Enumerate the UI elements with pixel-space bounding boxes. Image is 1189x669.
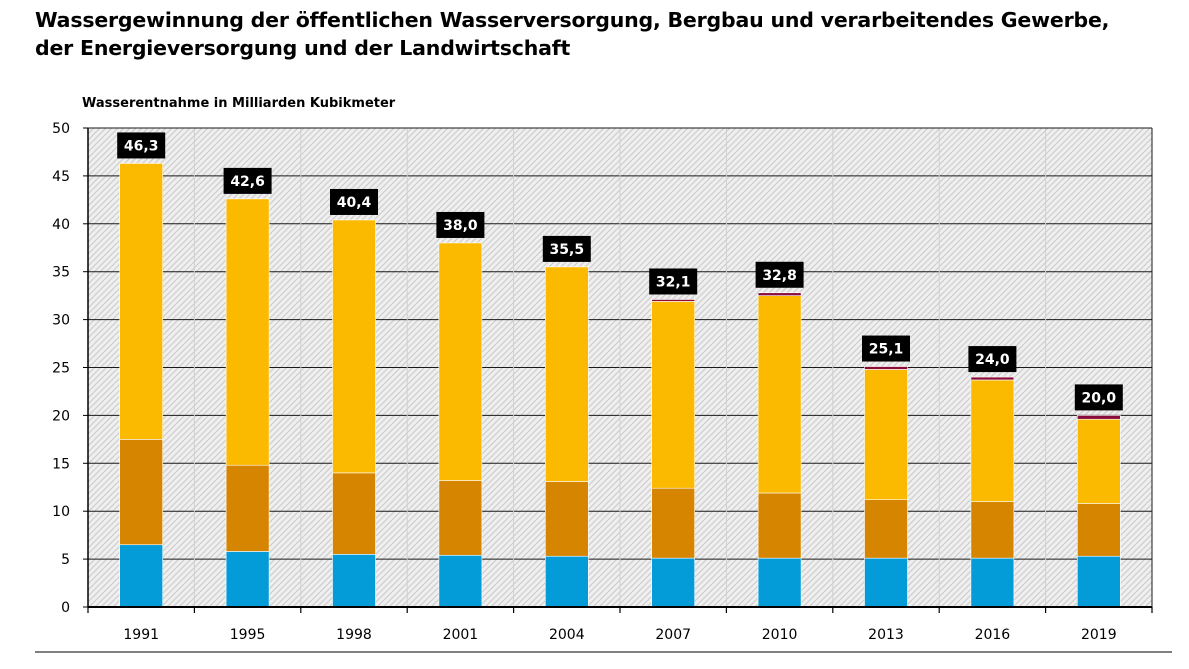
total-label-box-2004 — [542, 235, 591, 262]
bar-2007-segment-2 — [651, 487, 696, 559]
total-label-box-1991 — [117, 132, 166, 159]
y-tick-label-50: 50 — [52, 121, 70, 137]
bar-2004-segment-3 — [544, 266, 589, 482]
chart-title-line-2: der Energieversorgung und der Landwirtsc… — [35, 36, 571, 60]
bar-1995-segment-3 — [225, 198, 270, 466]
total-label-box-2010 — [755, 261, 804, 288]
x-tick-label-2007: 2007 — [655, 627, 691, 643]
total-label-1998: 40,4 — [337, 195, 372, 211]
bar-1995-segment-2 — [225, 464, 270, 552]
total-label-2016: 24,0 — [975, 352, 1010, 368]
bar-2007-segment-3 — [651, 301, 696, 489]
bars — [119, 163, 1121, 608]
bar-2019-segment-4 — [1077, 415, 1121, 420]
x-tick-label-2016: 2016 — [975, 627, 1011, 643]
y-tick-label-30: 30 — [52, 313, 70, 329]
bar-2016-segment-2 — [970, 501, 1015, 559]
bar-2007-segment-1 — [651, 557, 696, 608]
chart-title: Wassergewinnung der öffentlichen Wasserv… — [35, 6, 1109, 62]
bar-2013-segment-2 — [864, 499, 908, 559]
x-tick-label-2013: 2013 — [868, 627, 904, 643]
bar-2007-segment-4 — [651, 299, 696, 302]
bar-2001-segment-2 — [438, 480, 483, 556]
bar-2019-segment-3 — [1077, 418, 1121, 504]
bar-2016-segment-1 — [970, 557, 1015, 608]
total-label-box-2019 — [1074, 384, 1123, 411]
total-label-1991: 46,3 — [124, 138, 159, 154]
total-label-box-2001 — [436, 211, 485, 238]
y-tick-label-5: 5 — [61, 552, 70, 568]
bar-2010-segment-4 — [757, 292, 802, 296]
y-tick-label-20: 20 — [52, 408, 70, 424]
total-label-box-1995 — [223, 167, 272, 194]
total-label-2004: 35,5 — [550, 242, 585, 258]
bar-2016-segment-4 — [970, 376, 1015, 381]
data-labels: 46,3 42,6 40,4 38,0 35,5 32,1 32,8 25,1 24,0 20,0 — [117, 132, 1123, 411]
x-tick-label-1995: 1995 — [230, 627, 266, 643]
y-tick-label-40: 40 — [52, 217, 70, 233]
total-label-box-2007 — [649, 268, 698, 295]
y-axis-label: Wasserentnahme in Milliarden Kubikmeter — [82, 96, 396, 111]
x-tick-label-1998: 1998 — [336, 627, 372, 643]
bar-2010-segment-2 — [757, 492, 802, 559]
total-label-2007: 32,1 — [656, 274, 691, 290]
bar-2013-segment-3 — [864, 369, 908, 501]
bar-2019-segment-1 — [1077, 555, 1121, 608]
bar-2010-segment-3 — [757, 295, 802, 494]
total-label-1995: 42,6 — [230, 174, 265, 190]
bar-1991-segment-2 — [119, 439, 163, 546]
total-label-2001: 38,0 — [443, 218, 478, 234]
bar-1995-segment-1 — [225, 551, 270, 608]
total-label-2019: 20,0 — [1082, 390, 1117, 406]
total-label-box-2016 — [968, 346, 1017, 373]
y-tick-label-15: 15 — [52, 456, 70, 472]
y-tick-label-45: 45 — [52, 169, 70, 185]
y-tick-label-25: 25 — [52, 361, 70, 377]
axes: 0 5 10 15 20 25 30 35 40 45 50 1991 1995 1998 2001 2004… — [52, 121, 1153, 643]
bar-2001-segment-3 — [438, 242, 483, 481]
y-tick-label-35: 35 — [52, 265, 70, 281]
y-tick-label-10: 10 — [52, 504, 70, 520]
bar-1998-segment-2 — [332, 472, 376, 555]
total-label-2010: 32,8 — [762, 268, 797, 284]
y-tick-label-0: 0 — [61, 600, 70, 616]
total-label-2013: 25,1 — [869, 342, 904, 358]
bar-2016-segment-3 — [970, 379, 1015, 502]
bar-1991-segment-1 — [119, 544, 163, 608]
bar-2013-segment-1 — [864, 557, 908, 608]
bar-2019-segment-2 — [1077, 503, 1121, 557]
x-tick-label-2010: 2010 — [762, 627, 798, 643]
total-label-box-1998 — [330, 188, 378, 215]
x-tick-label-2004: 2004 — [549, 627, 585, 643]
x-tick-label-2001: 2001 — [443, 627, 479, 643]
bar-2001-segment-1 — [438, 554, 483, 608]
bar-2013-segment-4 — [864, 366, 908, 370]
x-tick-label-1991: 1991 — [123, 627, 159, 643]
x-tick-label-2019: 2019 — [1081, 627, 1117, 643]
bar-1991-segment-3 — [119, 163, 163, 440]
bar-2004-segment-2 — [544, 481, 589, 557]
bar-1998-segment-1 — [332, 554, 376, 608]
total-label-box-2013 — [862, 335, 910, 362]
chart-title-line-1: Wassergewinnung der öffentlichen Wasserv… — [35, 8, 1110, 32]
bar-1998-segment-3 — [332, 219, 376, 474]
bar-2004-segment-1 — [544, 555, 589, 608]
bar-2010-segment-1 — [757, 557, 802, 608]
